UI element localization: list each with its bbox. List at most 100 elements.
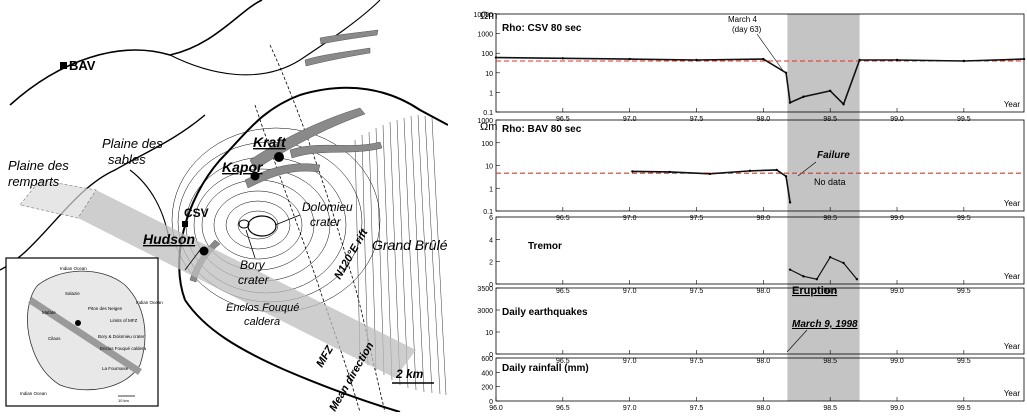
enclos-label: Enclos Fouqué [226, 302, 299, 314]
y-tick-label: 3500 [477, 286, 493, 293]
timeseries-figure: Rho: CSV 80 sec Ωm Rho: BAV 80 sec Ωm Tr… [462, 0, 1027, 412]
kapor-label: Kapor [222, 159, 264, 175]
rho-point [895, 58, 899, 62]
y-tick-label: 600 [481, 356, 493, 363]
rho-point [494, 56, 498, 59]
y-tick-label: 10 [485, 71, 493, 78]
y-tick-label: 10 [485, 330, 493, 337]
panel2-title: Rho: BAV 80 sec [502, 124, 582, 135]
rho-point [695, 58, 698, 62]
inset-map: Indian Ocean Indian Ocean Indian Ocean S… [5, 257, 163, 407]
y-tick-label: 1000 [477, 118, 493, 125]
y-tick-label: 1 [489, 186, 493, 193]
csv-station [182, 221, 188, 227]
panel1-unit: Ωm [480, 10, 497, 22]
x-tick-label: 99.0 [890, 405, 904, 412]
tremor-point [802, 275, 805, 278]
x-tick-label: 97.5 [690, 116, 704, 123]
rho-point [788, 101, 792, 104]
y-tick-label: 10 [485, 164, 493, 171]
x-tick-label: 98.5 [823, 288, 837, 295]
x-tick-label: 99.5 [957, 116, 971, 123]
rho-point [762, 57, 765, 61]
rift-band [78, 190, 416, 378]
x-tick-label: 98.0 [757, 405, 771, 412]
x-axis-label: Year [1004, 100, 1021, 109]
y-tick-label: 0 [489, 282, 493, 289]
x-tick-label: 99.5 [957, 405, 971, 412]
bav-station [60, 62, 67, 69]
x-tick-label: 98.5 [823, 215, 837, 222]
rho-point [828, 89, 832, 93]
x-tick-label: 97.0 [623, 215, 637, 222]
rho-point [784, 175, 788, 178]
x-tick-label: 98.0 [757, 358, 771, 365]
x-tick-label: 97.5 [690, 215, 704, 222]
kraft-label: Kraft [253, 134, 287, 150]
x-tick-label: 96.0 [489, 405, 503, 412]
bory-crater [238, 219, 250, 229]
rho-point [668, 170, 671, 174]
x-tick-label: 96.5 [556, 116, 570, 123]
inset-label: Cilaos [48, 336, 61, 341]
enclos-label-2: caldera [244, 316, 280, 328]
rho-point [858, 58, 861, 62]
hudson-label: Hudson [143, 231, 195, 247]
x-axis-label: Year [1004, 389, 1021, 398]
panel5-title: Daily rainfall (mm) [502, 363, 589, 374]
tremor-line [789, 256, 858, 280]
annot-march9: March 9, 1998 [792, 319, 858, 330]
plaine-remparts-label: Plaine des [8, 158, 69, 173]
annot-nodata: No data [814, 177, 846, 187]
panel2-unit: Ωm [480, 121, 497, 133]
hudson-site [199, 246, 209, 256]
dolomieu-label-2: crater [310, 215, 342, 229]
panel-frame [495, 216, 1025, 285]
x-tick-label: 98.5 [823, 405, 837, 412]
rho-point [708, 172, 712, 176]
rho-point [802, 95, 805, 98]
x-tick-label: 98.0 [757, 116, 771, 123]
rho-point [561, 57, 565, 60]
panel-frame [495, 13, 1025, 113]
x-tick-label: 97.0 [623, 405, 637, 412]
x-tick-label: 97.5 [690, 288, 704, 295]
rho-point [842, 103, 845, 106]
x-tick-label: 99.5 [957, 215, 971, 222]
y-tick-label: 0.1 [483, 110, 493, 117]
charts-svg: Rho: CSV 80 sec Ωm Rho: BAV 80 sec Ωm Tr… [474, 10, 1026, 412]
x-tick-label: 98.0 [757, 215, 771, 222]
x-tick-label: 98.5 [823, 358, 837, 365]
map-svg: BAV Plaine des remparts Plaine des sable… [0, 0, 449, 414]
bory-label-2: crater [238, 273, 270, 287]
inset-scale: 10 km [118, 398, 130, 403]
grand-brule-label: Grand Brûlé [372, 237, 448, 253]
annot-eruption: Eruption [792, 285, 837, 297]
tremor-point [815, 278, 819, 281]
eruption-shaded-interval [787, 14, 860, 401]
tremor-point [828, 256, 832, 259]
panel-frame [495, 357, 1025, 402]
y-tick-label: 400 [481, 370, 493, 377]
plaine-remparts-label-2: remparts [8, 174, 60, 189]
y-tick-label: 10000 [474, 12, 494, 19]
boundary-line [9, 0, 263, 106]
rho-point [784, 71, 788, 75]
y-tick-label: 4 [489, 237, 493, 244]
inset-label: Indian Ocean [20, 391, 47, 396]
y-tick-label: 100 [481, 141, 493, 148]
x-tick-label: 98.5 [823, 116, 837, 123]
x-tick-label: 97.5 [690, 405, 704, 412]
rho-point [788, 201, 792, 204]
rho-series-line [632, 169, 791, 203]
x-tick-label: 99.0 [890, 215, 904, 222]
x-tick-label: 96.5 [556, 358, 570, 365]
x-axis-label: Year [1004, 199, 1021, 208]
scale-label: 2 km [395, 367, 424, 381]
x-tick-label: 97.5 [690, 358, 704, 365]
y-tick-label: 0 [489, 399, 493, 406]
x-tick-label: 97.0 [623, 288, 637, 295]
x-tick-label: 99.0 [890, 288, 904, 295]
inset-label: Salazie [65, 291, 80, 296]
y-tick-label: 2 [489, 260, 493, 267]
